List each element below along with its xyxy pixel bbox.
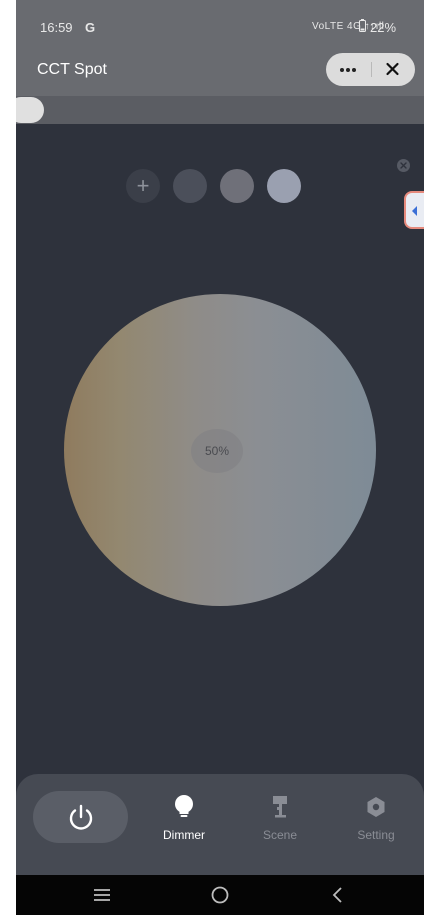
close-button[interactable] xyxy=(372,53,415,86)
bulb-icon xyxy=(175,795,193,817)
page-title: CCT Spot xyxy=(37,61,107,78)
home-icon[interactable] xyxy=(210,885,230,905)
app-screen: 16:59 G VoLTE 4G ↑↓ıll 22% CCT Spot xyxy=(16,0,424,915)
preset-color-2[interactable] xyxy=(220,169,254,203)
mini-program-capsule xyxy=(326,53,415,86)
preset-color-3[interactable] xyxy=(267,169,301,203)
back-icon[interactable] xyxy=(328,885,348,905)
tab-scene-label: Scene xyxy=(262,828,298,842)
tab-setting[interactable]: Setting xyxy=(336,794,416,842)
google-g-icon: G xyxy=(85,20,96,35)
arrow-left-icon xyxy=(412,206,417,216)
status-time: 16:59 xyxy=(40,20,73,35)
preset-color-1[interactable] xyxy=(173,169,207,203)
header-bar: CCT Spot xyxy=(16,46,424,96)
hexagon-gear-icon xyxy=(367,797,385,817)
battery-icon xyxy=(359,19,366,32)
tab-scene[interactable]: Scene xyxy=(240,794,320,842)
bottom-nav: Dimmer Scene Setting xyxy=(16,774,424,875)
close-x-icon xyxy=(386,62,399,76)
brightness-readout: 50% xyxy=(191,429,243,473)
add-preset-button[interactable]: + xyxy=(126,169,160,203)
dismiss-icon[interactable] xyxy=(397,159,410,172)
side-drawer-tab[interactable] xyxy=(404,191,424,229)
battery-percent: 22% xyxy=(370,20,397,35)
tab-setting-label: Setting xyxy=(357,828,395,842)
more-button[interactable] xyxy=(326,53,371,86)
brightness-slider[interactable] xyxy=(16,96,424,124)
network-signal-icon: VoLTE 4G ↑↓ıll xyxy=(312,21,385,32)
power-button[interactable] xyxy=(33,791,128,843)
system-navigation-bar xyxy=(16,875,424,915)
tab-dimmer-label: Dimmer xyxy=(163,828,205,842)
capsule-divider xyxy=(371,62,372,77)
slider-knob[interactable] xyxy=(16,97,44,123)
recent-apps-icon[interactable] xyxy=(92,885,112,905)
tab-dimmer[interactable]: Dimmer xyxy=(144,794,224,842)
lamp-icon xyxy=(273,796,287,818)
power-icon xyxy=(69,804,93,830)
status-bar: 16:59 G VoLTE 4G ↑↓ıll 22% xyxy=(16,0,424,46)
